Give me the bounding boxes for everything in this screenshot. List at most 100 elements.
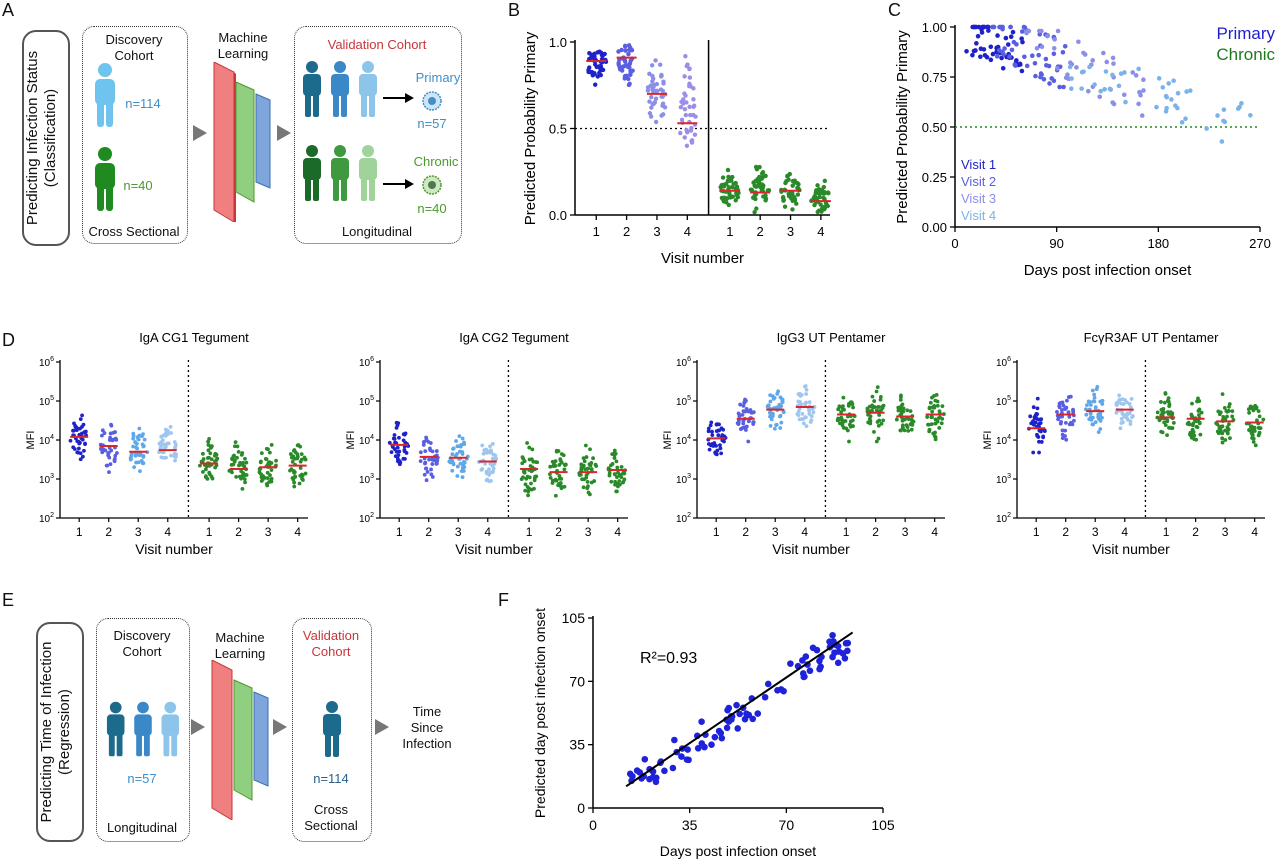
data-point	[1129, 396, 1134, 401]
data-point	[756, 180, 762, 185]
data-point	[807, 412, 812, 416]
data-point	[764, 680, 772, 688]
data-point	[402, 449, 407, 454]
data-point	[1136, 66, 1141, 72]
data-point	[878, 395, 883, 399]
data-point	[933, 435, 938, 439]
panel-letter-e: E	[2, 590, 15, 610]
data-point	[207, 470, 212, 475]
panel-a-arrow-right-2-icon	[383, 179, 414, 189]
data-point	[746, 439, 751, 444]
data-point	[293, 474, 297, 479]
data-point	[817, 663, 824, 670]
data-point	[209, 457, 214, 462]
data-point	[738, 402, 743, 407]
data-point	[818, 202, 823, 207]
data-point	[289, 467, 294, 472]
x-tick-label: 2	[757, 224, 764, 239]
data-point	[797, 391, 802, 396]
data-point	[985, 24, 991, 30]
data-point	[874, 408, 879, 413]
data-point	[627, 81, 632, 87]
data-point	[1054, 66, 1060, 71]
data-point	[428, 446, 432, 451]
data-point	[1005, 42, 1011, 47]
data-point	[850, 418, 855, 423]
data-point	[1031, 405, 1036, 410]
data-point	[532, 476, 537, 481]
data-point	[844, 639, 852, 647]
panel-letter-f: F	[498, 590, 509, 610]
data-point	[800, 417, 805, 421]
data-point	[209, 474, 214, 479]
data-point	[683, 93, 688, 98]
data-point	[1175, 90, 1181, 96]
data-point	[905, 408, 910, 413]
data-point	[68, 438, 73, 443]
data-point	[1041, 434, 1046, 439]
y-tick-label: 105	[676, 395, 691, 408]
data-point	[1063, 434, 1067, 438]
data-point	[940, 404, 945, 409]
data-point	[629, 772, 636, 780]
data-point	[458, 461, 463, 466]
data-point	[964, 48, 969, 54]
x-axis-label: Days post infection onset	[1024, 262, 1192, 279]
data-point	[669, 764, 677, 772]
data-point	[625, 64, 631, 70]
data-point	[925, 415, 930, 419]
panel-e-arrow-3-icon	[375, 719, 389, 735]
data-point	[687, 81, 692, 86]
data-point	[1215, 422, 1220, 427]
data-point	[490, 441, 495, 446]
x-tick-label: 4	[484, 525, 491, 539]
data-point	[1057, 405, 1062, 410]
panel-e-output: Time Since Infection	[402, 704, 452, 751]
data-point	[535, 460, 540, 465]
data-point	[613, 482, 617, 487]
data-point	[1111, 61, 1116, 66]
data-point	[936, 416, 941, 420]
data-point	[790, 207, 795, 212]
data-point	[418, 450, 423, 455]
data-point	[581, 456, 586, 460]
panel-a-validation-box	[294, 26, 462, 244]
data-point	[1227, 422, 1231, 427]
data-point	[1067, 60, 1073, 65]
x-tick-label: 4	[1251, 525, 1258, 539]
data-point	[813, 646, 821, 654]
data-point	[792, 180, 798, 185]
y-tick-label: 104	[359, 434, 374, 447]
x-tick-label: 2	[742, 525, 749, 539]
data-point	[654, 88, 660, 94]
x-tick-label: 90	[1049, 236, 1063, 251]
data-point	[813, 190, 819, 195]
data-point	[829, 653, 836, 661]
data-point	[1252, 426, 1257, 431]
data-point	[612, 451, 617, 456]
data-point	[769, 417, 774, 422]
data-point	[687, 75, 693, 80]
data-point	[1198, 432, 1203, 437]
data-point	[239, 469, 244, 474]
panel-a-validation-footer: Longitudinal	[341, 224, 413, 239]
data-point	[201, 457, 206, 461]
data-point	[970, 52, 975, 58]
data-point	[806, 667, 814, 675]
plot-title: IgA CG1 Tegument	[139, 330, 249, 345]
data-point	[205, 476, 210, 481]
data-point	[822, 191, 827, 196]
data-point	[1248, 112, 1253, 118]
data-point	[899, 395, 903, 399]
data-point	[691, 104, 696, 110]
data-point	[1030, 420, 1035, 424]
data-point	[978, 54, 983, 60]
panel-a-side-box	[22, 30, 70, 246]
data-point	[108, 462, 113, 467]
data-point	[563, 462, 568, 467]
data-point	[1088, 411, 1093, 416]
data-point	[1092, 82, 1097, 87]
x-tick-label: 3	[1092, 525, 1099, 539]
data-point	[678, 104, 684, 110]
data-point	[457, 434, 462, 439]
